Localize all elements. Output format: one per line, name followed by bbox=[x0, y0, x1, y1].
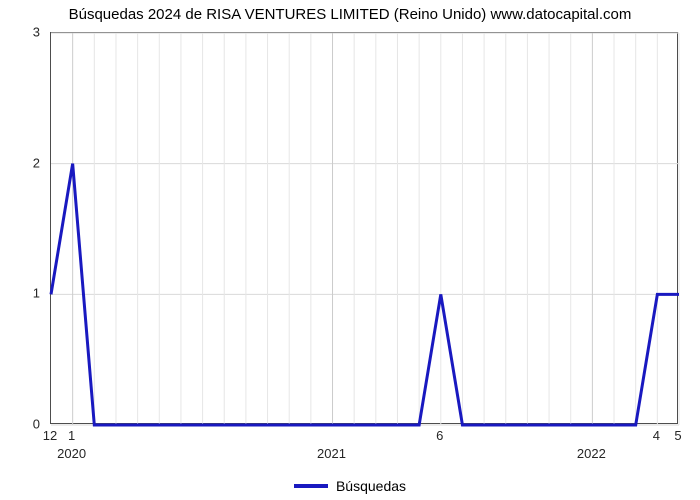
y-tick-label: 1 bbox=[0, 286, 40, 301]
y-tick-label: 2 bbox=[0, 155, 40, 170]
line-chart: Búsquedas 2024 de RISA VENTURES LIMITED … bbox=[0, 0, 700, 500]
x-sub-tick-label: 12 bbox=[43, 428, 57, 443]
y-tick-label: 3 bbox=[0, 25, 40, 40]
plot-svg bbox=[51, 33, 679, 425]
y-tick-label: 0 bbox=[0, 417, 40, 432]
legend-swatch bbox=[294, 484, 328, 488]
x-sub-tick-label: 5 bbox=[674, 428, 681, 443]
x-main-tick-label: 2020 bbox=[57, 446, 86, 461]
x-sub-tick-label: 6 bbox=[436, 428, 443, 443]
legend: Búsquedas bbox=[0, 478, 700, 494]
x-sub-tick-label: 1 bbox=[68, 428, 75, 443]
x-sub-tick-label: 4 bbox=[653, 428, 660, 443]
chart-title: Búsquedas 2024 de RISA VENTURES LIMITED … bbox=[0, 6, 700, 23]
x-main-tick-label: 2022 bbox=[577, 446, 606, 461]
x-main-tick-label: 2021 bbox=[317, 446, 346, 461]
plot-area bbox=[50, 32, 678, 424]
legend-label: Búsquedas bbox=[336, 478, 406, 494]
